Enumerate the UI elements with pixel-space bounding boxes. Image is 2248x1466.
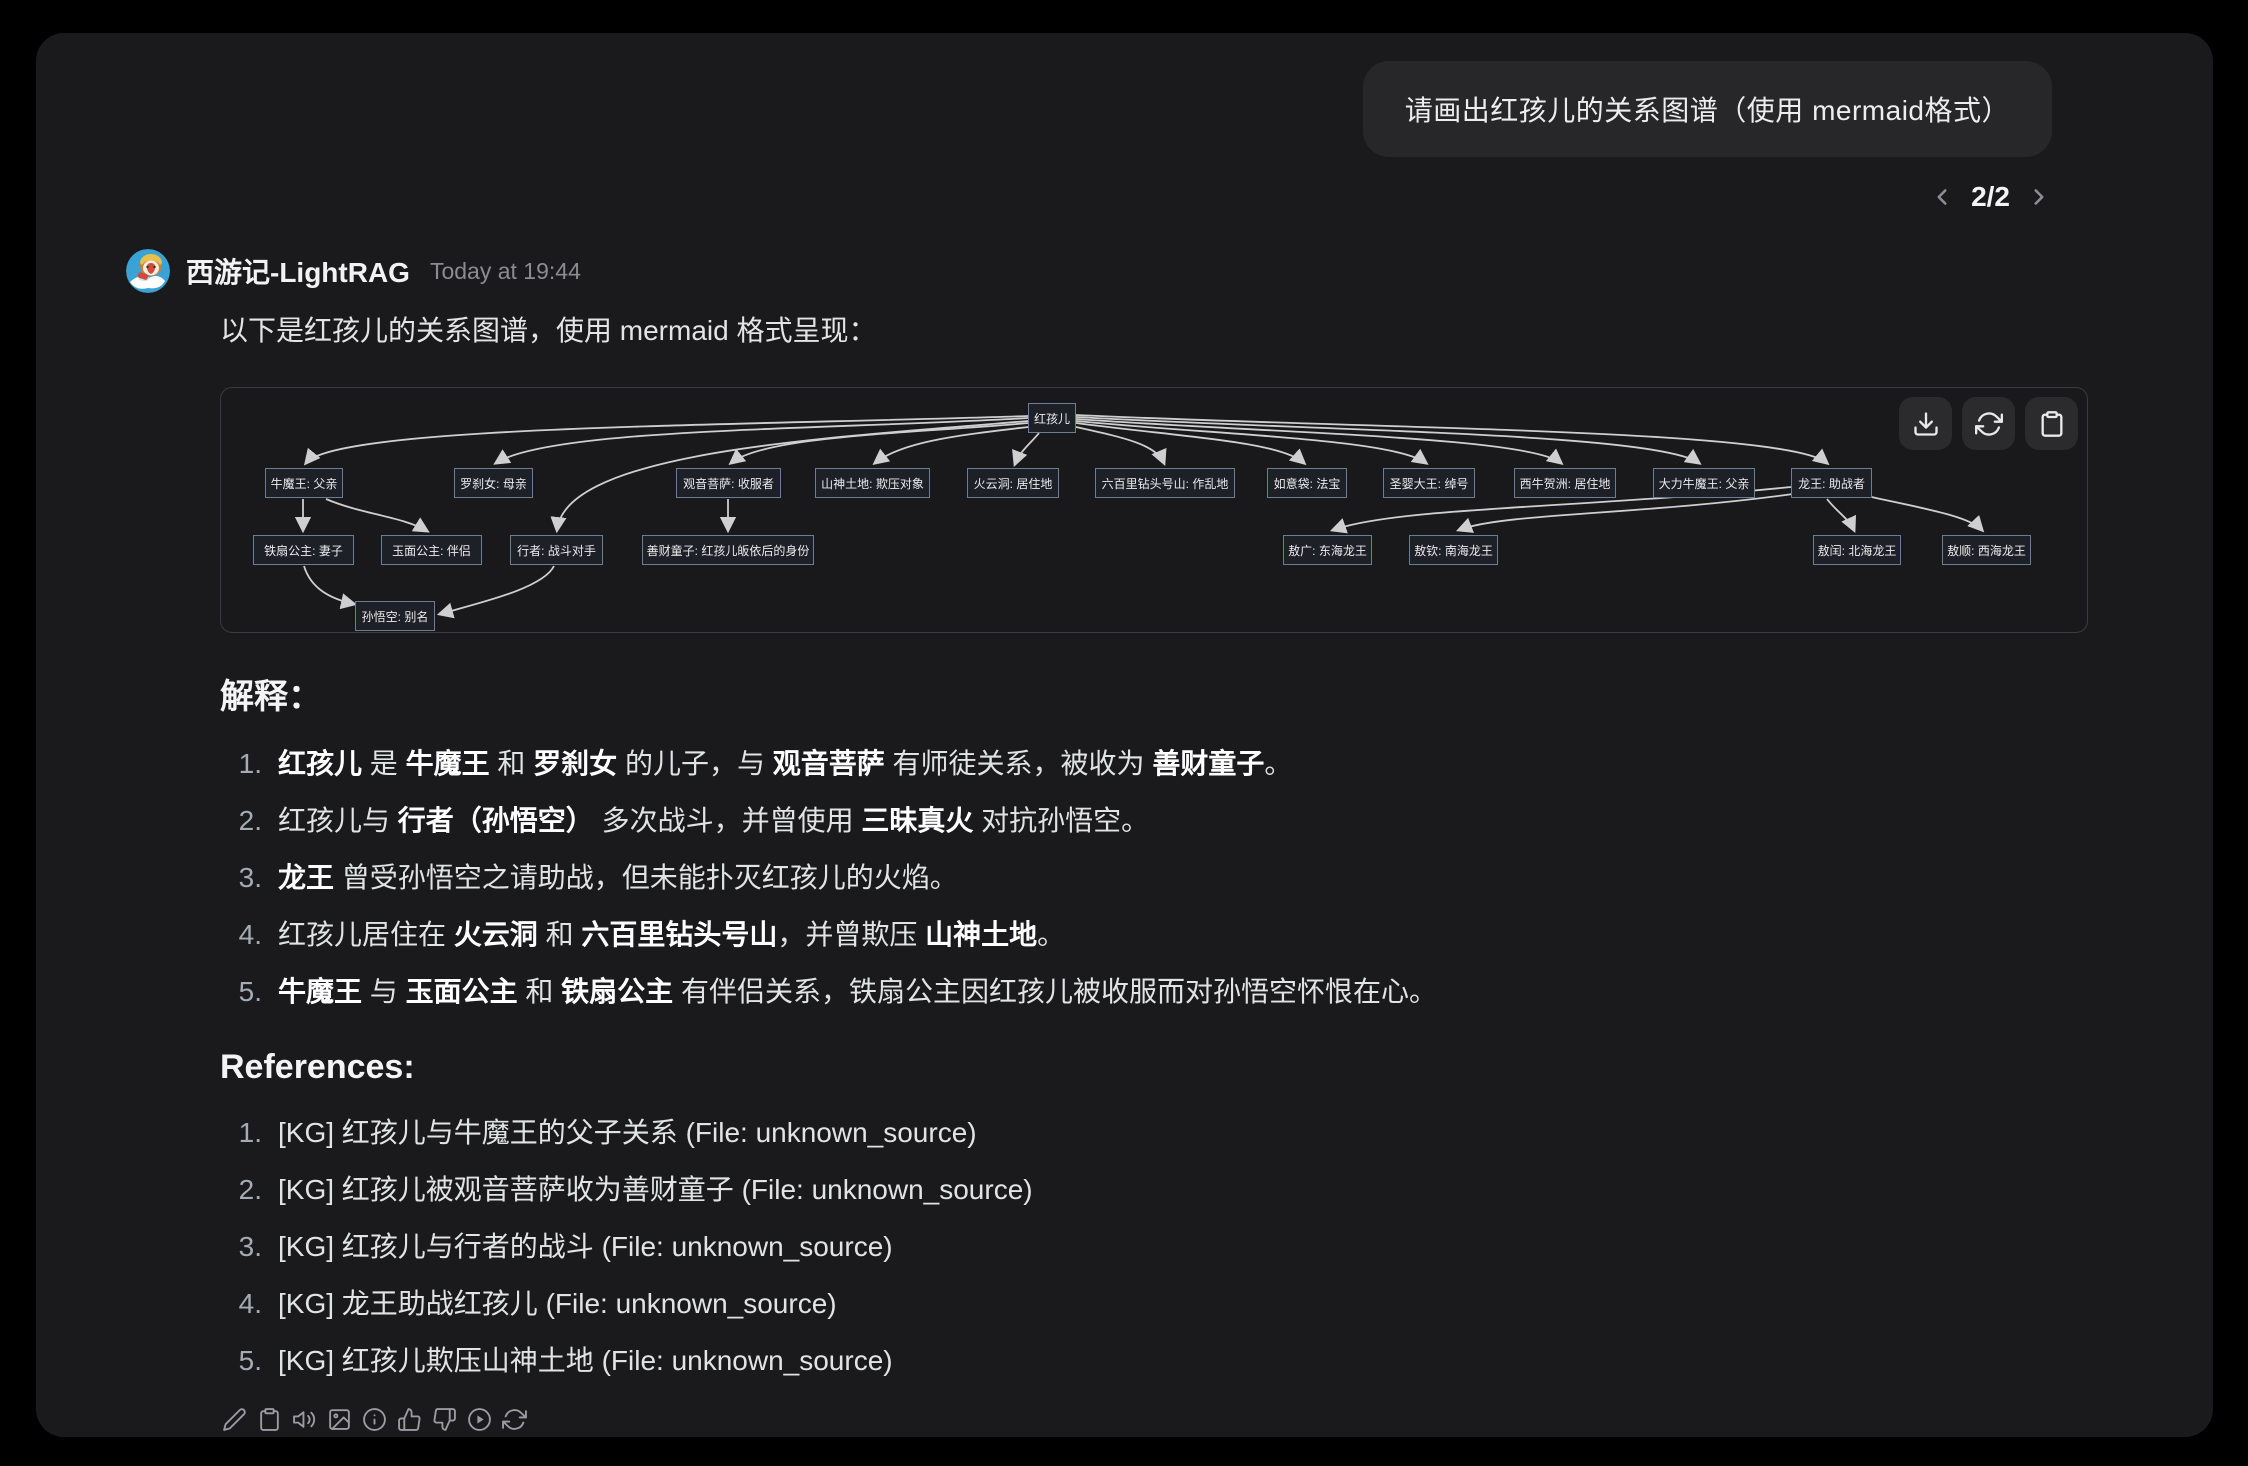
info-icon[interactable] [362, 1407, 387, 1432]
user-message-bubble: 请画出红孩儿的关系图谱（使用 mermaid格式） [1362, 61, 2052, 157]
assistant-name: 西游记-LightRAG [186, 257, 410, 288]
references-list: 1. [KG] 红孩儿与牛魔王的父子关系 (File: unknown_sourc… [220, 1113, 2052, 1381]
chat-window: 请画出红孩儿的关系图谱（使用 mermaid格式） 2/2 [36, 33, 2213, 1437]
diagram-node: 西牛贺洲: 居住地 [1514, 468, 1616, 498]
diagram-node: 观音菩萨: 收服者 [676, 468, 781, 498]
explanation-list: 1. 红孩儿 是 牛魔王 和 罗刹女 的儿子，与 观音菩萨 有师徒关系，被收为 善… [220, 744, 2052, 1012]
reference-item: 3. [KG] 红孩儿与行者的战斗 (File: unknown_source) [238, 1231, 893, 1262]
diagram-node: 敖闰: 北海龙王 [1813, 535, 1901, 565]
diagram-node: 山神土地: 欺压对象 [815, 468, 930, 498]
diagram-node: 六百里钻头号山: 作乱地 [1095, 468, 1235, 498]
diagram-node: 敖顺: 西海龙王 [1942, 535, 2031, 565]
play-icon[interactable] [467, 1407, 492, 1432]
diagram-node: 铁扇公主: 妻子 [253, 535, 354, 565]
regenerate-icon[interactable] [502, 1407, 527, 1432]
message-pagination: 2/2 [126, 179, 2052, 215]
mermaid-diagram-panel: 红孩儿 牛魔王: 父亲 罗刹女: 母亲 观音菩萨: 收服者 山神土地: 欺压对象… [220, 387, 2088, 633]
diagram-node: 圣婴大王: 绰号 [1383, 468, 1475, 498]
assistant-header: 西游记-LightRAG Today at 19:44 [126, 249, 2052, 293]
message-timestamp: Today at 19:44 [429, 257, 581, 284]
diagram-node: 行者: 战斗对手 [510, 535, 603, 565]
copy-diagram-button[interactable] [2025, 397, 2078, 450]
reference-item: 2. [KG] 红孩儿被观音菩萨收为善财童子 (File: unknown_sou… [238, 1174, 1033, 1205]
explanation-item: 2. 红孩儿与 行者（孙悟空） 多次战斗，并曾使用 三昧真火 对抗孙悟空。 [238, 805, 1150, 836]
pagination-count: 2/2 [1971, 181, 2010, 212]
edit-icon[interactable] [222, 1407, 247, 1432]
diagram-node: 善财童子: 红孩儿皈依后的身份 [642, 535, 814, 565]
diagram-node: 火云洞: 居住地 [967, 468, 1059, 498]
diagram-node: 敖钦: 南海龙王 [1409, 535, 1498, 565]
reference-item: 5. [KG] 红孩儿欺压山神土地 (File: unknown_source) [238, 1345, 893, 1376]
thumbs-up-icon[interactable] [397, 1407, 422, 1432]
explanation-heading: 解释： [220, 678, 322, 716]
reference-item: 1. [KG] 红孩儿与牛魔王的父子关系 (File: unknown_sourc… [238, 1117, 977, 1148]
user-message-row: 请画出红孩儿的关系图谱（使用 mermaid格式） [126, 61, 2052, 157]
read-aloud-icon[interactable] [292, 1407, 317, 1432]
chevron-right-icon[interactable] [2026, 184, 2052, 210]
diagram-toolbar [1899, 397, 2078, 450]
diagram-edges [294, 414, 1985, 619]
chevron-left-icon[interactable] [1929, 184, 1955, 210]
diagram-node: 敖广: 东海龙王 [1283, 535, 1372, 565]
avatar [126, 249, 170, 293]
assistant-intro-text: 以下是红孩儿的关系图谱，使用 mermaid 格式呈现： [220, 315, 877, 346]
diagram-node: 罗刹女: 母亲 [454, 468, 533, 498]
copy-icon[interactable] [257, 1407, 282, 1432]
diagram-node: 玉面公主: 伴侣 [381, 535, 482, 565]
message-actions-toolbar [222, 1407, 2052, 1437]
diagram-node: 红孩儿 [1028, 403, 1076, 433]
diagram-node: 牛魔王: 父亲 [265, 468, 343, 498]
diagram-node: 如意袋: 法宝 [1267, 468, 1347, 498]
download-icon [1913, 411, 1938, 436]
references-heading: References: [220, 1048, 415, 1086]
diagram-node: 龙王: 助战者 [1791, 468, 1872, 498]
diagram-node: 孙悟空: 别名 [355, 601, 435, 631]
download-diagram-button[interactable] [1899, 397, 1952, 450]
thumbs-down-icon[interactable] [432, 1407, 457, 1432]
refresh-diagram-button[interactable] [1962, 397, 2015, 450]
diagram-node: 大力牛魔王: 父亲 [1653, 468, 1755, 498]
image-icon[interactable] [327, 1407, 352, 1432]
explanation-item: 5. 牛魔王 与 玉面公主 和 铁扇公主 有伴侣关系，铁扇公主因红孩儿被收服而对孙… [238, 976, 1437, 1007]
explanation-item: 4. 红孩儿居住在 火云洞 和 六百里钻头号山，并曾欺压 山神土地。 [238, 919, 1066, 950]
explanation-item: 3. 龙王 曾受孙悟空之请助战，但未能扑灭红孩儿的火焰。 [238, 862, 958, 893]
explanation-item: 1. 红孩儿 是 牛魔王 和 罗刹女 的儿子，与 观音菩萨 有师徒关系，被收为 善… [238, 748, 1293, 779]
clipboard-icon [2041, 410, 2062, 437]
reference-item: 4. [KG] 龙王助战红孩儿 (File: unknown_source) [238, 1288, 837, 1319]
refresh-icon [1974, 411, 2003, 436]
